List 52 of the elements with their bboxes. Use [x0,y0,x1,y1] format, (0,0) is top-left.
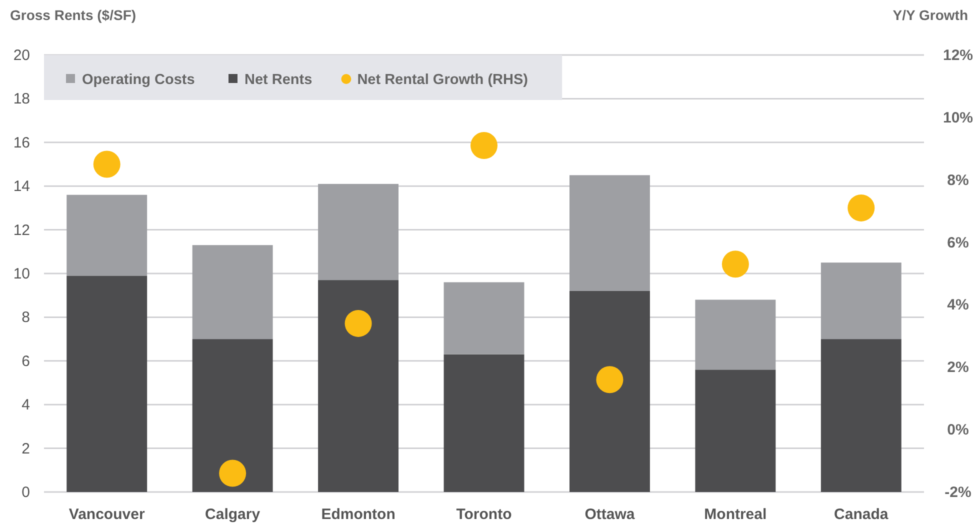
y2-axis-title: Y/Y Growth [892,7,968,23]
bar [192,339,273,492]
bar [66,276,148,492]
bar [820,262,902,340]
point [344,310,372,337]
bar [569,175,650,291]
bar [318,184,399,280]
bar [444,354,524,492]
x-tick-label: Ottawa [584,506,636,523]
x-tick-label: Montreal [704,506,767,523]
y-tick-label: 10 [13,266,30,282]
y-tick-label: 12 [13,222,30,239]
y-tick-label: 2 [22,440,30,458]
y2-tick-label: 0% [947,422,969,439]
point [848,194,875,222]
y2-tick-label: 4% [947,296,969,314]
y-tick-label: 8 [22,309,30,326]
y2-tick-label: 6% [947,234,969,252]
y-tick-label: 18 [13,90,30,108]
y-tick-label: 4 [22,396,30,414]
point [93,150,120,178]
y2-tick-label: 10% [942,109,974,126]
x-tick-label: Toronto [456,506,512,523]
y-tick-label: 14 [13,178,30,196]
bar [695,300,776,370]
y2-tick-label: -2% [944,484,972,501]
bar [318,280,399,492]
legend-label: Net Rental Growth (RHS) [357,72,528,88]
legend-label: Operating Costs [82,72,195,88]
y2-tick-label: 2% [947,359,969,376]
y-tick-label: 16 [13,134,30,152]
bar [820,339,902,492]
y-tick-label: 6 [22,352,30,370]
point [596,366,624,394]
x-tick-label: Canada [834,506,889,523]
y2-tick-label: 12% [942,47,974,64]
x-tick-label: Edmonton [321,506,396,523]
y-axis-title: Gross Rents ($/SF) [10,7,136,23]
y2-tick-label: 8% [947,172,969,189]
bar [192,245,273,340]
point [722,250,749,278]
y-tick-label: 0 [22,484,30,501]
y-tick-label: 20 [13,47,30,64]
bar [695,370,776,492]
bar [569,290,650,492]
x-tick-label: Calgary [205,506,261,523]
point [219,460,246,487]
legend-label: Net Rents [244,72,312,88]
bar [444,282,524,354]
x-tick-label: Vancouver [68,506,145,523]
point [470,132,498,159]
bar [66,194,148,276]
